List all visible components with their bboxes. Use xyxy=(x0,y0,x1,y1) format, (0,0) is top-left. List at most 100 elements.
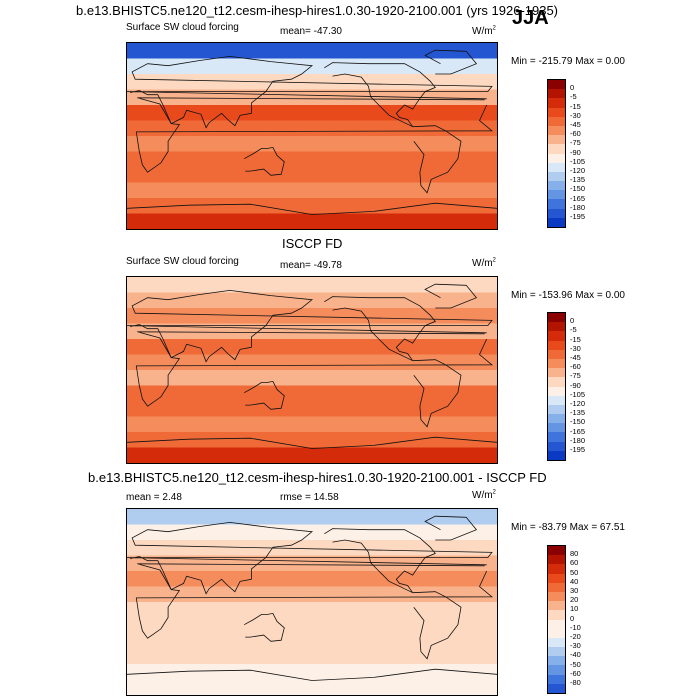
colorbar-tick-label: -60 xyxy=(570,129,581,139)
colorbar-tick-label: -165 xyxy=(570,426,586,436)
zone-band xyxy=(127,370,497,386)
colorbar-segment xyxy=(548,377,565,387)
panel2-mean: mean= -49.78 xyxy=(280,260,342,271)
colorbar-segment xyxy=(548,674,565,684)
colorbar-tick-label: -105 xyxy=(570,156,586,166)
colorbar-box xyxy=(547,312,566,462)
colorbar-segment xyxy=(548,441,565,451)
colorbar-box xyxy=(547,545,566,695)
zone-band xyxy=(127,447,497,463)
colorbar-segment xyxy=(548,80,565,90)
coastline xyxy=(244,380,285,410)
coastline xyxy=(424,515,478,541)
panel1-title: Surface SW cloud forcing xyxy=(126,22,239,33)
colorbar-segment xyxy=(548,637,565,648)
colorbar-box xyxy=(547,79,566,229)
colorbar-tick-label: -75 xyxy=(570,371,581,381)
colorbar-segment xyxy=(548,628,565,638)
colorbar-segment xyxy=(548,107,565,117)
zone-band xyxy=(127,151,497,168)
season-label: JJA xyxy=(512,7,549,29)
coastline xyxy=(127,521,493,595)
colorbar-tick-label: -50 xyxy=(570,659,581,669)
zone-band xyxy=(127,617,497,634)
panel3-map xyxy=(126,508,498,696)
colorbar-tick-label: -105 xyxy=(570,389,586,399)
colorbar-tick-label: -75 xyxy=(570,138,581,148)
colorbar-segment xyxy=(548,331,565,341)
colorbar-segment xyxy=(548,573,565,583)
panel3-heading: b.e13.BHISTC5.ne120_t12.cesm-ihesp-hires… xyxy=(88,470,547,485)
colorbar-tick-label: -180 xyxy=(570,435,586,445)
colorbar-segment xyxy=(548,450,565,460)
colorbar-segment xyxy=(548,591,565,602)
colorbar-tick-label: -90 xyxy=(570,380,581,390)
colorbar-tick-label: -150 xyxy=(570,417,586,427)
panel1-map xyxy=(126,42,498,230)
colorbar-segment xyxy=(548,358,565,369)
colorbar-tick-label: 40 xyxy=(570,576,579,586)
zone-band xyxy=(127,308,497,324)
colorbar-tick-label: -10 xyxy=(570,622,581,632)
colorbar-segment xyxy=(548,386,565,396)
panel2-minmax: Min = -153.96 Max = 0.00 xyxy=(511,290,625,301)
zone-band xyxy=(127,401,497,417)
panel3-units: W/m2 xyxy=(472,489,496,501)
colorbar-tick-label: 80 xyxy=(570,549,579,559)
colorbar-tick-label: -120 xyxy=(570,399,586,408)
colorbar-tick-label: -30 xyxy=(570,110,581,120)
colorbar-segment xyxy=(548,125,565,136)
zone-band xyxy=(127,679,497,695)
colorbar-tick-label: -45 xyxy=(570,353,581,362)
zone-band xyxy=(127,58,497,75)
map-svg xyxy=(127,43,497,229)
colorbar-tick-label: 0 xyxy=(570,613,575,623)
colorbar-tick-label: -40 xyxy=(570,650,581,660)
coastline xyxy=(412,359,462,428)
colorbar-tick-label: -150 xyxy=(570,184,586,194)
colorbar-tick-label: -195 xyxy=(570,212,586,221)
zone-band xyxy=(127,354,497,371)
colorbar-segment xyxy=(548,144,565,154)
panel3-rmse: rmse = 14.58 xyxy=(280,492,339,503)
zone-band xyxy=(127,432,497,448)
colorbar-segment xyxy=(548,340,565,350)
colorbar-segment xyxy=(548,610,565,620)
colorbar-tick-label: -90 xyxy=(570,147,581,157)
panel2-title: Surface SW cloud forcing xyxy=(126,256,239,267)
panel1-units: W/m2 xyxy=(472,25,496,37)
colorbar-tick-label: -165 xyxy=(570,193,586,203)
colorbar-tick-label: 0 xyxy=(570,316,575,326)
colorbar-segment xyxy=(548,217,565,227)
colorbar-segment xyxy=(548,555,565,565)
colorbar-segment xyxy=(548,171,565,182)
colorbar-tick-label: -5 xyxy=(570,92,577,102)
coastline xyxy=(127,668,497,681)
coastline xyxy=(324,62,436,128)
colorbar-tick-label: 10 xyxy=(570,604,579,614)
coastline xyxy=(127,289,493,363)
coastline xyxy=(135,563,494,639)
zone-band xyxy=(127,664,497,680)
zone-band xyxy=(127,74,497,90)
colorbar-segment xyxy=(548,349,565,359)
colorbar-segment xyxy=(548,116,565,126)
colorbar-segment xyxy=(548,546,565,556)
colorbar-tick-label: -195 xyxy=(570,445,586,454)
zone-band xyxy=(127,167,497,183)
coastline xyxy=(244,146,285,176)
colorbar-tick-label: 20 xyxy=(570,595,579,605)
zone-band xyxy=(127,586,497,603)
colorbar-segment xyxy=(548,423,565,433)
coastline xyxy=(135,331,494,407)
panel1-mean: mean= -47.30 xyxy=(280,26,342,37)
zone-band xyxy=(127,509,497,525)
coastline xyxy=(424,49,478,75)
colorbar-segment xyxy=(548,135,565,145)
coastline xyxy=(127,436,497,449)
colorbar-segment xyxy=(548,98,565,108)
colorbar-segment xyxy=(548,404,565,415)
coastline xyxy=(324,296,436,362)
colorbar-segment xyxy=(548,683,565,693)
colorbar-tick-label: -30 xyxy=(570,343,581,353)
